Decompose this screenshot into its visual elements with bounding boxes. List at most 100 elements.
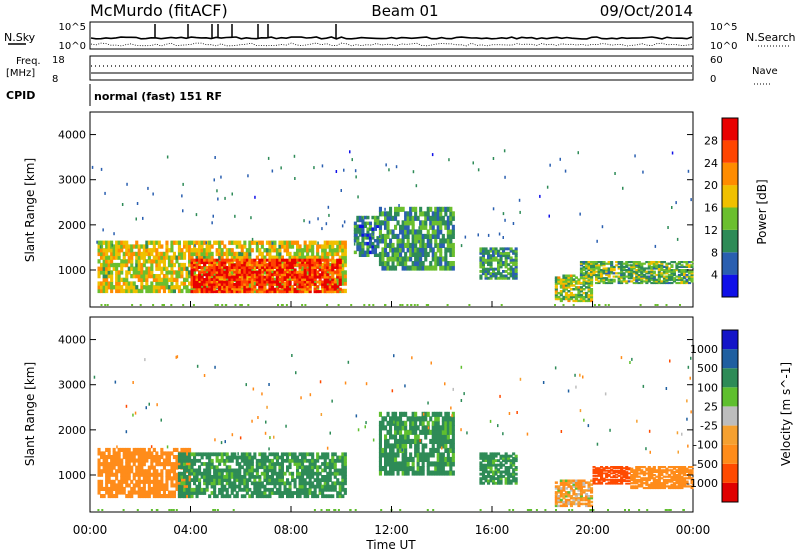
power-cell [288, 270, 292, 274]
velocity-cell [235, 491, 239, 495]
velocity-cell [183, 487, 187, 492]
power-cell [286, 290, 290, 294]
velocity-cell [140, 486, 144, 491]
power-cell [254, 195, 256, 199]
power-cell [590, 270, 594, 273]
velocity-cell [494, 466, 498, 469]
velocity-cell [293, 491, 297, 495]
power-cell [110, 288, 114, 294]
power-cell [308, 266, 312, 269]
velocity-cell [167, 462, 171, 467]
velocity-cell [409, 416, 413, 422]
power-cell [100, 270, 104, 275]
power-cell [218, 248, 222, 253]
power-cell [188, 288, 192, 294]
power-cell [220, 248, 224, 253]
velocity-cell [481, 472, 485, 476]
velocity-cell [273, 481, 277, 486]
velocity-cell [180, 487, 184, 492]
velocity-cell [160, 451, 164, 456]
velocity-cell [145, 458, 149, 463]
velocity-cell [238, 478, 242, 482]
velocity-cell [243, 484, 247, 489]
velocity-cell [444, 443, 448, 449]
velocity-cell [306, 468, 310, 473]
velocity-cell [446, 456, 450, 462]
power-cell [427, 304, 430, 306]
power-cell [152, 255, 156, 260]
power-cell [268, 251, 272, 257]
velocity-cell [429, 470, 433, 476]
power-cell [165, 251, 169, 257]
power-cell [680, 281, 684, 285]
power-cell [225, 304, 228, 306]
velocity-cell [288, 481, 292, 486]
power-cell [200, 278, 204, 281]
power-cell [574, 299, 578, 303]
velocity-cell [240, 487, 244, 492]
velocity-cell [323, 452, 327, 457]
power-cell [311, 278, 315, 281]
velocity-cell [396, 452, 400, 458]
velocity-cell [270, 465, 274, 470]
power-cell [298, 273, 302, 277]
velocity-cell [567, 500, 571, 504]
power-cell [122, 251, 126, 257]
power-cell [358, 247, 362, 252]
velocity-cell [504, 481, 508, 485]
velocity-cell [278, 481, 282, 486]
power-cell [203, 255, 207, 260]
velocity-cell [183, 468, 187, 473]
velocity-cell [436, 438, 440, 444]
power-cell [406, 211, 410, 217]
power-cell [657, 269, 661, 272]
power-cell [562, 288, 566, 291]
power-cell [507, 254, 511, 258]
velocity-cell [424, 429, 428, 435]
velocity-cell [572, 498, 576, 502]
power-cell [597, 265, 601, 268]
power-cell [127, 248, 131, 253]
power-cell [97, 244, 101, 249]
power-cell [328, 262, 332, 268]
velocity-cell [220, 481, 224, 486]
velocity-cell [610, 480, 614, 482]
power-cell [622, 265, 626, 268]
velocity-cell [167, 494, 171, 499]
velocity-cell [313, 491, 317, 495]
power-cell [157, 251, 161, 257]
velocity-cell [165, 458, 169, 463]
power-cell [326, 258, 330, 262]
power-cell [421, 265, 425, 271]
velocity-cell [240, 475, 244, 479]
power-cell [343, 244, 347, 249]
power-cell [479, 265, 483, 269]
power-cell [188, 270, 192, 275]
power-cell [270, 280, 274, 284]
power-cell [368, 224, 372, 228]
power-cell [265, 248, 269, 253]
velocity-cell [127, 472, 131, 477]
power-cell [316, 258, 320, 262]
power-cell [260, 282, 264, 286]
power-cell [489, 254, 493, 258]
velocity-cell [152, 479, 156, 484]
power-cell [253, 240, 257, 245]
power-cell [637, 265, 641, 268]
velocity-cell [572, 493, 576, 496]
power-cell [255, 261, 259, 265]
velocity-cell [303, 465, 307, 470]
power-cell [155, 259, 159, 264]
velocity-cell [250, 471, 254, 476]
y-tick-label: 4000 [58, 129, 86, 142]
velocity-cell [265, 475, 269, 479]
power-cell [338, 273, 342, 277]
velocity-cell [296, 487, 300, 492]
power-cell [436, 261, 440, 267]
power-cell [218, 240, 222, 245]
power-cell [147, 266, 151, 271]
velocity-cell [404, 411, 408, 417]
velocity-cell [587, 504, 591, 508]
power-cell [373, 224, 377, 228]
power-cell [667, 226, 669, 229]
